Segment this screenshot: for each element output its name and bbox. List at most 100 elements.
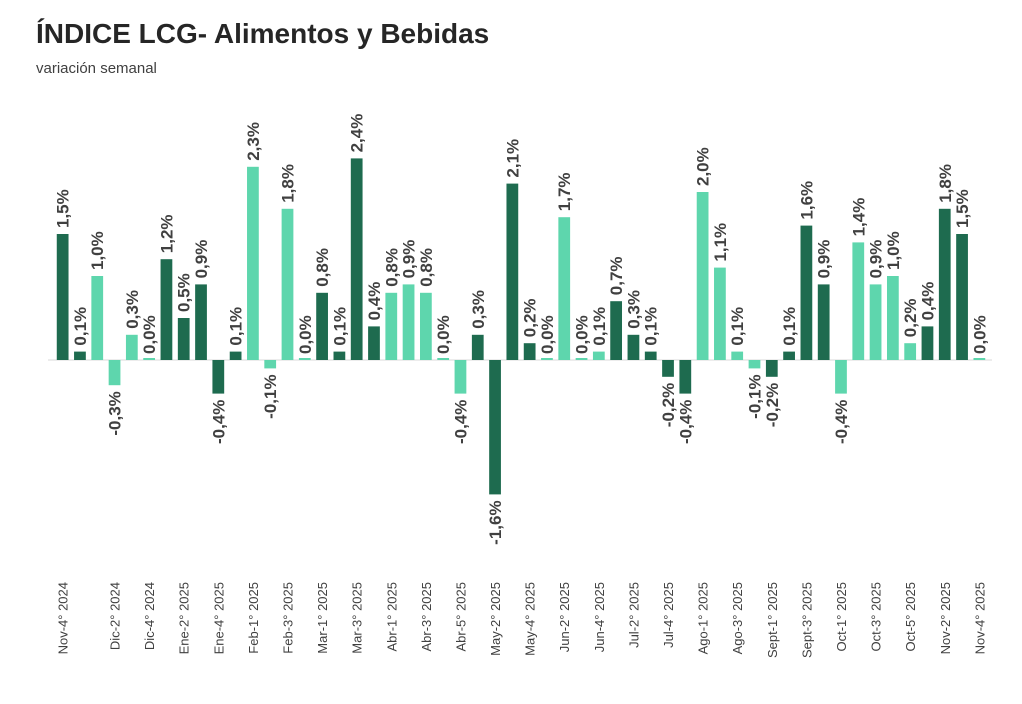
value-label-27: 0,2% bbox=[521, 298, 540, 337]
value-label-25: -1,6% bbox=[486, 500, 505, 544]
x-tick-label-17: Mar-3° 2025 bbox=[350, 582, 365, 654]
value-label-18: 0,4% bbox=[365, 282, 384, 321]
bar-27 bbox=[523, 343, 536, 360]
value-label-40: -0,1% bbox=[746, 374, 765, 418]
value-label-1: 0,1% bbox=[71, 307, 90, 346]
bar-28 bbox=[541, 358, 553, 360]
x-tick-label-29: Jun-2° 2025 bbox=[557, 582, 572, 652]
value-label-15: 0,8% bbox=[313, 248, 332, 287]
x-tick-label-7: Ene-2° 2025 bbox=[177, 582, 192, 654]
bar-39 bbox=[731, 351, 744, 360]
bar-50 bbox=[921, 326, 934, 360]
bar-3 bbox=[108, 360, 121, 386]
value-label-16: 0,1% bbox=[330, 307, 349, 346]
x-tick-label-33: Jul-2° 2025 bbox=[626, 582, 641, 648]
bar-33 bbox=[627, 334, 640, 360]
bar-19 bbox=[385, 292, 398, 360]
value-label-37: 2,0% bbox=[694, 147, 713, 186]
bar-20 bbox=[402, 284, 415, 360]
bar-44 bbox=[817, 284, 830, 360]
bar-30 bbox=[575, 358, 588, 360]
value-label-20: 0,9% bbox=[400, 240, 419, 279]
value-label-4: 0,3% bbox=[123, 290, 142, 329]
x-tick-label-11: Feb-1° 2025 bbox=[246, 582, 261, 654]
value-label-24: 0,3% bbox=[469, 290, 488, 329]
chart-title: ÍNDICE LCG- Alimentos y Bebidas bbox=[36, 18, 490, 49]
bar-43 bbox=[800, 225, 813, 360]
x-tick-label-25: May-2° 2025 bbox=[488, 582, 503, 656]
value-label-33: 0,3% bbox=[624, 290, 643, 329]
bar-41 bbox=[765, 360, 778, 377]
value-label-43: 1,6% bbox=[797, 181, 816, 220]
bar-29 bbox=[558, 217, 571, 360]
value-label-53: 0,0% bbox=[970, 315, 989, 354]
bar-9 bbox=[212, 360, 225, 394]
value-label-26: 2,1% bbox=[503, 139, 522, 178]
bar-31 bbox=[592, 351, 605, 360]
value-label-49: 0,2% bbox=[901, 298, 920, 337]
x-tick-label-9: Ene-4° 2025 bbox=[211, 582, 226, 654]
value-label-48: 1,0% bbox=[884, 231, 903, 270]
value-label-14: 0,0% bbox=[296, 315, 315, 354]
x-tick-label-47: Oct-3° 2025 bbox=[869, 582, 884, 652]
bar-8 bbox=[195, 284, 207, 360]
bar-4 bbox=[125, 334, 138, 360]
value-label-47: 0,9% bbox=[867, 240, 886, 279]
x-tick-label-51: Nov-2° 2025 bbox=[938, 582, 953, 654]
bar-32 bbox=[610, 301, 623, 360]
value-label-46: 1,4% bbox=[849, 198, 868, 237]
x-tick-label-15: Mar-1° 2025 bbox=[315, 582, 330, 654]
x-tick-label-39: Ago-3° 2025 bbox=[730, 582, 745, 654]
bars-group bbox=[56, 158, 986, 495]
bar-25 bbox=[489, 360, 501, 495]
bar-13 bbox=[281, 208, 294, 360]
value-label-34: 0,1% bbox=[642, 307, 661, 346]
value-label-28: 0,0% bbox=[538, 315, 557, 354]
x-tick-label-43: Sept-3° 2025 bbox=[799, 582, 814, 658]
bar-5 bbox=[143, 358, 156, 360]
bar-49 bbox=[904, 343, 917, 360]
bar-16 bbox=[333, 351, 346, 360]
value-label-29: 1,7% bbox=[555, 172, 574, 211]
bar-53 bbox=[973, 358, 986, 360]
value-label-21: 0,8% bbox=[417, 248, 436, 287]
x-tick-label-5: Dic-4° 2024 bbox=[142, 582, 157, 650]
bar-7 bbox=[177, 318, 190, 360]
value-label-32: 0,7% bbox=[607, 256, 626, 295]
chart-subtitle: variación semanal bbox=[36, 60, 157, 77]
bar-2 bbox=[91, 276, 104, 360]
bar-51 bbox=[938, 208, 951, 360]
bar-17 bbox=[350, 158, 363, 360]
value-label-30: 0,0% bbox=[573, 315, 592, 354]
x-tick-label-41: Sept-1° 2025 bbox=[765, 582, 780, 658]
bar-52 bbox=[956, 234, 968, 360]
bar-46 bbox=[852, 242, 865, 360]
bar-23 bbox=[454, 360, 467, 394]
value-label-41: -0,2% bbox=[763, 383, 782, 427]
x-tick-label-37: Ago-1° 2025 bbox=[696, 582, 711, 654]
x-tick-label-19: Abr-1° 2025 bbox=[384, 582, 399, 652]
value-label-6: 1,2% bbox=[157, 214, 176, 253]
bar-10 bbox=[229, 351, 242, 360]
bar-6 bbox=[160, 259, 173, 360]
value-label-7: 0,5% bbox=[175, 273, 194, 312]
bar-38 bbox=[714, 267, 726, 360]
value-label-31: 0,1% bbox=[590, 307, 609, 346]
bar-42 bbox=[783, 351, 795, 360]
bar-47 bbox=[869, 284, 882, 360]
x-tick-label-23: Abr-5° 2025 bbox=[453, 582, 468, 652]
value-label-3: -0,3% bbox=[106, 391, 125, 435]
x-tick-label-35: Jul-4° 2025 bbox=[661, 582, 676, 648]
x-tick-label-21: Abr-3° 2025 bbox=[419, 582, 434, 652]
x-tick-labels-group: Nov-4° 2024 Dic-2° 2024 Dic-4° 2024 Ene-2° … bbox=[56, 582, 988, 658]
value-label-5: 0,0% bbox=[140, 315, 159, 354]
bar-18 bbox=[368, 326, 380, 360]
value-label-10: 0,1% bbox=[227, 307, 246, 346]
x-tick-label-45: Oct-1° 2025 bbox=[834, 582, 849, 652]
x-tick-label-31: Jun-4° 2025 bbox=[592, 582, 607, 652]
value-label-2: 1,0% bbox=[88, 231, 107, 270]
value-label-45: -0,4% bbox=[832, 400, 851, 444]
x-tick-label-49: Oct-5° 2025 bbox=[903, 582, 918, 652]
bar-37 bbox=[696, 192, 709, 360]
